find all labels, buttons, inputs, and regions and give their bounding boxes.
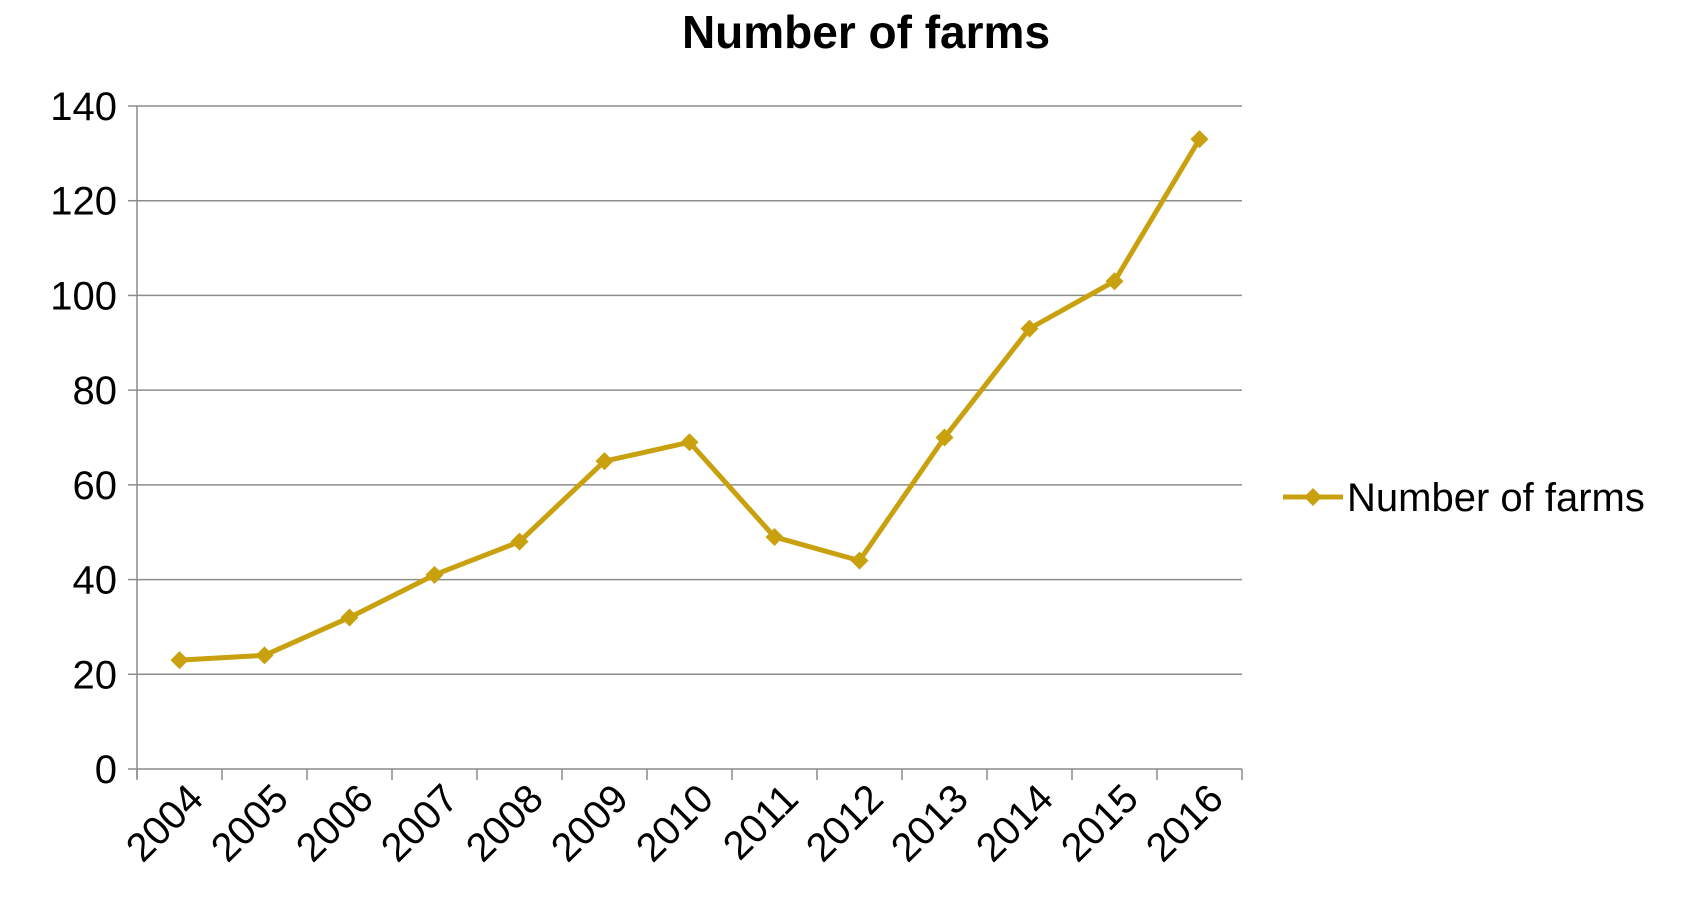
series-line-0 xyxy=(177,136,1202,663)
legend-marker-swatch xyxy=(1304,488,1322,506)
data-point-marker xyxy=(1020,319,1039,338)
x-tick-label: 2005 xyxy=(203,776,297,870)
x-tick-label: 2008 xyxy=(458,776,552,870)
x-tick-label: 2014 xyxy=(968,776,1062,870)
x-tick-label: 2016 xyxy=(1138,776,1232,870)
data-point-marker xyxy=(850,551,869,570)
legend-label: Number of farms xyxy=(1347,476,1645,520)
data-point-marker xyxy=(1105,272,1124,291)
x-tick-label: 2015 xyxy=(1053,776,1147,870)
y-axis-tick-labels: 0 20 40 60 80 100 120 140 xyxy=(50,85,117,792)
series-line xyxy=(177,136,1202,663)
axes xyxy=(128,105,1243,780)
data-point-marker xyxy=(510,532,529,551)
data-point-marker xyxy=(255,646,274,665)
y-tick-label: 100 xyxy=(50,274,117,318)
data-points xyxy=(170,130,1209,670)
data-point-marker xyxy=(340,608,359,627)
x-axis-tick-labels: 2004200520062007200820092010201120122013… xyxy=(118,776,1232,870)
chart-title: Number of farms xyxy=(682,6,1050,58)
x-tick-label: 2012 xyxy=(798,776,892,870)
x-tick-label: 2011 xyxy=(715,776,807,868)
y-tick-label: 140 xyxy=(50,85,117,129)
y-tick-label: 120 xyxy=(50,180,117,224)
y-tick-label: 80 xyxy=(73,369,118,413)
gridlines xyxy=(137,105,1242,676)
x-tick-label: 2010 xyxy=(628,776,722,870)
data-point-marker xyxy=(680,433,699,452)
data-point-marker xyxy=(170,651,189,670)
y-tick-label: 20 xyxy=(73,653,118,697)
x-tick-label: 2007 xyxy=(373,776,467,870)
data-point-marker xyxy=(1190,130,1209,149)
x-tick-label: 2006 xyxy=(288,776,382,870)
data-point-marker xyxy=(425,565,444,584)
y-tick-label: 40 xyxy=(73,559,118,603)
legend: Number of farms xyxy=(1283,476,1645,520)
data-point-marker xyxy=(935,428,954,447)
y-tick-label: 0 xyxy=(95,748,117,792)
y-tick-label: 60 xyxy=(73,464,118,508)
data-point-marker xyxy=(595,452,614,471)
x-tick-label: 2013 xyxy=(883,776,977,870)
x-tick-label: 2004 xyxy=(118,776,212,870)
x-tick-label: 2009 xyxy=(543,776,637,870)
data-point-marker xyxy=(765,527,784,546)
